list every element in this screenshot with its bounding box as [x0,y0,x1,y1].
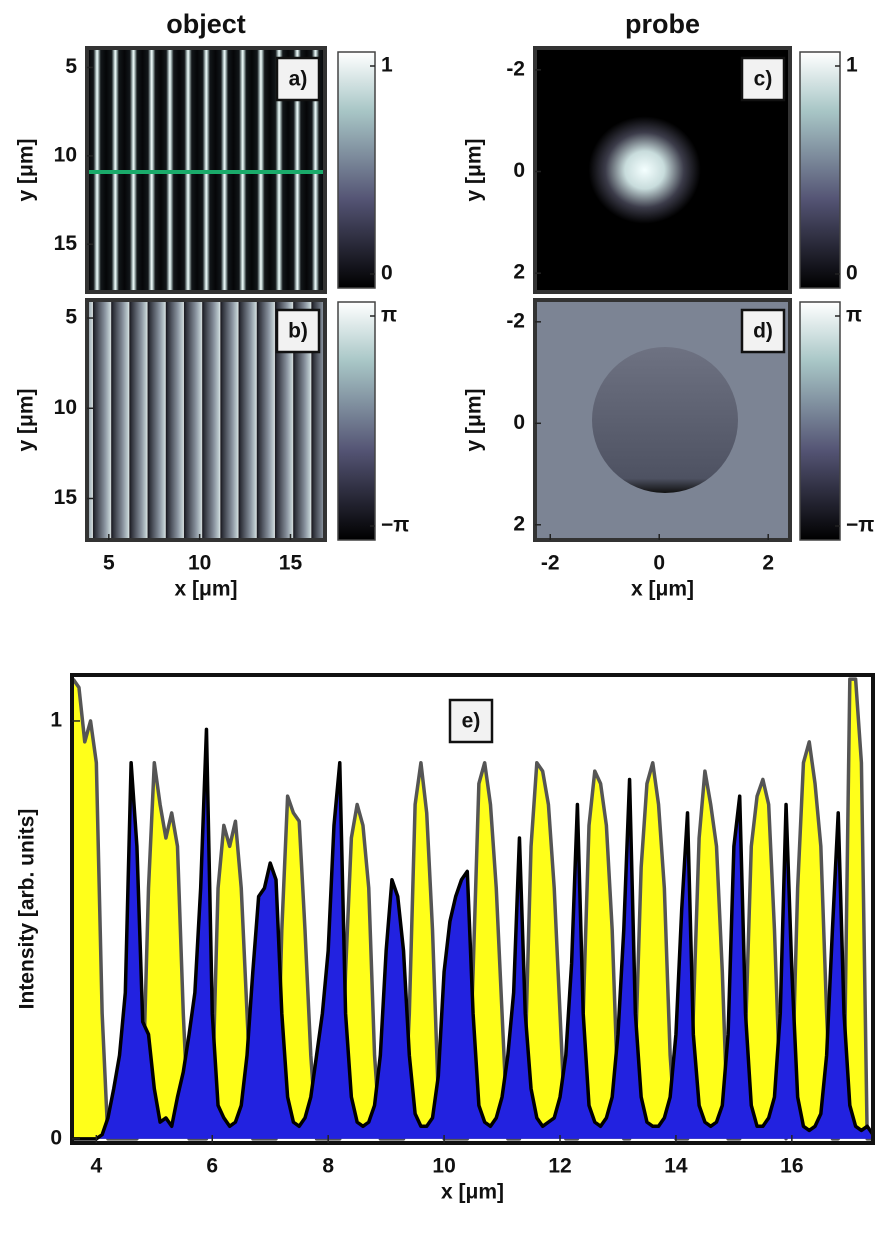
frame [533,298,792,542]
x-tick-label: 4 [90,1155,102,1178]
y-tick-label: 0 [50,1126,62,1149]
colorbar-tick-label: −π [381,514,409,537]
panel-title: probe [625,9,700,39]
colorbar-tick-label: −π [846,514,874,537]
y-tick-label: 2 [513,261,525,284]
frame [85,46,327,294]
y-tick-label: 0 [513,159,525,182]
y-axis-label: y [μm] [463,388,486,451]
panel-label: c) [754,68,773,91]
x-tick-label: 5 [103,552,115,575]
colorbar-tick-label: π [846,304,862,327]
y-tick-label: 10 [54,143,77,166]
x-tick-label: 2 [762,552,774,575]
y-axis-label: y [μm] [463,138,486,201]
y-axis-label: y [μm] [15,138,38,201]
colorbar-tick-label: 0 [381,262,393,285]
x-tick-label: 12 [548,1155,571,1178]
colorbar-tick-label: 1 [846,54,858,77]
panel-label-box [275,308,321,354]
x-tick-label: 10 [432,1155,455,1178]
y-tick-label: -2 [506,309,525,332]
y-tick-label: 2 [513,512,525,535]
y-axis-label: y [μm] [15,388,38,451]
x-tick-label: 6 [206,1155,218,1178]
panel-title: object [166,9,246,39]
y-axis-label: Intensity [arb. units] [16,809,39,1010]
panel-label: e) [462,710,481,733]
frame [70,673,875,1145]
panel-label: a) [289,68,308,91]
panel-label-box [740,56,786,102]
y-tick-label: 1 [50,709,62,732]
panel-label-box [740,308,786,354]
panel-label-box [275,56,321,102]
y-tick-label: 0 [513,411,525,434]
frame [533,46,792,294]
x-tick-label: 15 [279,552,303,575]
y-tick-label: 5 [65,306,77,329]
y-tick-label: 15 [54,232,78,255]
x-tick-label: 0 [653,552,665,575]
x-axis-label: x [μm] [631,578,694,601]
colorbar [337,301,376,541]
y-tick-label: -2 [506,57,525,80]
area-fill [73,729,873,1139]
y-tick-label: 10 [54,396,77,419]
colorbar-tick-label: 1 [381,54,393,77]
x-tick-label: 8 [322,1155,334,1178]
panel-label: b) [288,320,308,343]
x-axis-label: x [μm] [174,578,237,601]
colorbar [799,301,841,541]
y-tick-label: 15 [54,486,78,509]
panel-label: d) [753,320,773,343]
series-line [73,727,873,1141]
plot-area [72,677,873,1141]
y-tick-label: 5 [65,55,77,78]
x-axis-label: x [μm] [441,1181,504,1204]
x-tick-label: -2 [541,552,560,575]
colorbar [799,51,841,289]
x-tick-label: 10 [188,552,211,575]
colorbar-tick-label: π [381,304,397,327]
colorbar-tick-label: 0 [846,262,858,285]
colorbar [337,51,376,289]
frame [85,298,327,542]
panel-label-box [448,698,494,744]
x-tick-label: 16 [780,1155,803,1178]
x-tick-label: 14 [664,1155,688,1178]
